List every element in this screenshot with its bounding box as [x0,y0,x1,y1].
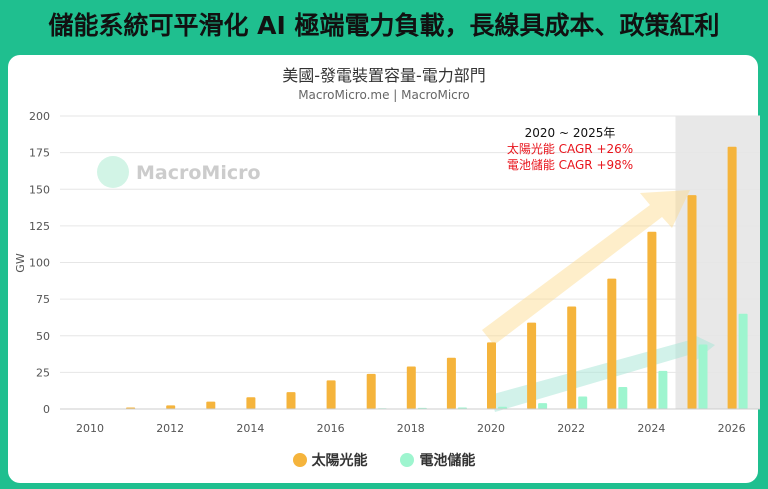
x-tick-label: 2020 [477,422,505,435]
bar-solar-2025 [687,195,697,409]
y-tick-label: 0 [43,403,50,416]
bar-battery-2023 [618,387,628,409]
legend-label: 太陽光能 [311,453,368,469]
bar-solar-2016 [326,380,336,409]
y-tick-label: 175 [29,147,50,160]
bar-battery-2025 [698,344,708,409]
x-tick-label: 2010 [76,422,104,435]
trend-arrow-solar [482,190,690,345]
x-tick-label: 2022 [557,422,585,435]
y-tick-label: 25 [36,366,50,379]
y-tick-label: 100 [29,257,50,270]
legend-item-solar[interactable]: 太陽光能 [292,450,368,470]
bar-solar-2018 [406,366,416,409]
chart-title: 美國-發電裝置容量-電力部門 [282,66,486,85]
bar-battery-2021 [538,403,548,409]
bar-solar-2021 [527,322,537,409]
bar-solar-2012 [166,405,176,409]
headline: 儲能系統可平滑化 AI 極端電力負載，長線具成本、政策紅利 [48,11,720,40]
x-tick-label: 2026 [718,422,746,435]
y-tick-label: 125 [29,220,50,233]
x-tick-label: 2018 [397,422,425,435]
y-tick-label: 75 [36,293,50,306]
x-tick-label: 2024 [637,422,665,435]
bar-battery-2020 [498,406,507,409]
bar-solar-2014 [246,397,256,409]
y-tick-label: 150 [29,183,50,196]
annotation-cagr: 太陽光能 CAGR +26% [507,141,633,156]
bar-solar-2022 [567,306,577,409]
y-axis-label: GW [14,253,27,273]
annotation-period: 2020 ~ 2025年 [525,126,616,140]
bar-solar-2023 [607,278,617,409]
watermark-text: MacroMicro [136,162,261,184]
bar-solar-2026 [727,146,737,409]
x-tick-label: 2012 [156,422,184,435]
bar-solar-2019 [446,357,456,409]
legend-label: 電池儲能 [419,453,476,469]
bar-solar-2024 [647,231,657,409]
bar-battery-2026 [738,313,748,409]
legend-marker [292,453,307,467]
bar-solar-2013 [206,401,216,409]
x-tick-label: 2016 [317,422,345,435]
chart-card [8,55,758,483]
y-tick-label: 50 [36,330,50,343]
y-tick-label: 200 [29,110,50,123]
legend: 太陽光能 電池儲能 [0,450,768,470]
watermark-logo [97,156,129,188]
bar-battery-2024 [658,370,668,409]
bar-battery-2022 [578,396,588,409]
trend-arrow-battery [490,332,715,412]
bar-solar-2015 [286,392,296,409]
chart-subtitle: MacroMicro.me | MacroMicro [298,88,470,102]
x-tick-label: 2014 [236,422,264,435]
annotation-cagr: 電池儲能 CAGR +98% [507,158,633,172]
bar-solar-2017 [366,373,376,409]
bar-solar-2020 [487,342,496,409]
legend-marker [400,453,415,467]
legend-item-battery[interactable]: 電池儲能 [400,450,475,470]
